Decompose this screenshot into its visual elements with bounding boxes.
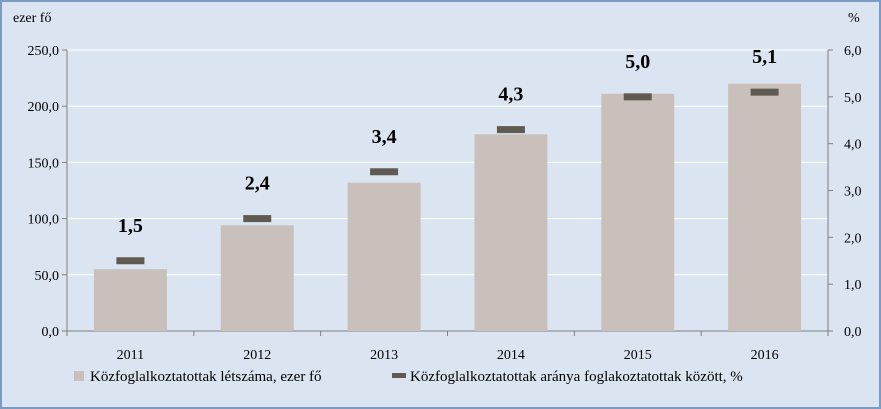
x-axis-ticks: 2011 2012 2013 2014 2015 2016 [66,331,829,363]
x-tick-label: 2013 [370,348,398,363]
data-labels: 1,5 2,4 3,4 4,3 5,0 5,1 [118,46,777,237]
right-tick-label: 3,0 [844,185,862,200]
bar [347,182,421,331]
bar [93,269,167,331]
bar [220,225,294,331]
left-axis-ticks: 0,0 50,0 100,0 150,0 200,0 250,0 [28,44,67,340]
left-tick-label: 0,0 [42,325,60,340]
x-tick-label: 2011 [117,348,144,363]
axes [66,50,829,332]
x-tick-label: 2014 [497,348,525,363]
right-tick-label: 6,0 [844,44,862,59]
x-tick-label: 2015 [624,348,652,363]
data-label: 1,5 [118,215,143,237]
left-tick-label: 50,0 [35,269,60,284]
right-tick-label: 5,0 [844,91,862,106]
legend-swatch-bars [74,371,84,381]
bar-series [93,83,802,331]
left-tick-label: 200,0 [28,100,60,115]
legend-swatch-markers [392,373,406,378]
marker [623,93,652,101]
data-label: 4,3 [498,84,523,106]
data-label: 5,0 [625,51,650,73]
x-tick-label: 2012 [243,348,271,363]
legend-label-markers: Közfoglalkoztatottak aránya foglakoztato… [410,369,743,385]
data-label: 3,4 [372,126,397,148]
data-label: 2,4 [245,173,270,195]
right-tick-label: 2,0 [844,231,862,246]
bar [474,134,548,331]
bar [601,93,675,331]
x-tick-label: 2016 [751,348,779,363]
legend: Közfoglalkoztatottak létszáma, ezer fő K… [74,369,743,385]
left-tick-label: 150,0 [28,156,60,171]
right-axis-ticks: 0,0 1,0 2,0 3,0 4,0 5,0 6,0 [828,44,862,340]
grid-lines [67,49,828,276]
marker [243,215,272,223]
right-tick-label: 1,0 [844,278,862,293]
right-axis-unit: % [848,11,860,26]
marker [496,126,525,134]
legend-label-bars: Közfoglalkoztatottak létszáma, ezer fő [90,369,322,385]
marker [370,168,399,176]
right-tick-label: 0,0 [844,325,862,340]
data-label: 5,1 [752,46,777,68]
marker [116,257,145,265]
left-tick-label: 100,0 [28,213,60,228]
right-tick-label: 4,0 [844,138,862,153]
left-tick-label: 250,0 [28,44,60,59]
left-axis-unit: ezer fő [13,11,51,26]
bar [728,83,802,331]
marker [750,88,779,96]
marker-series [116,88,779,265]
